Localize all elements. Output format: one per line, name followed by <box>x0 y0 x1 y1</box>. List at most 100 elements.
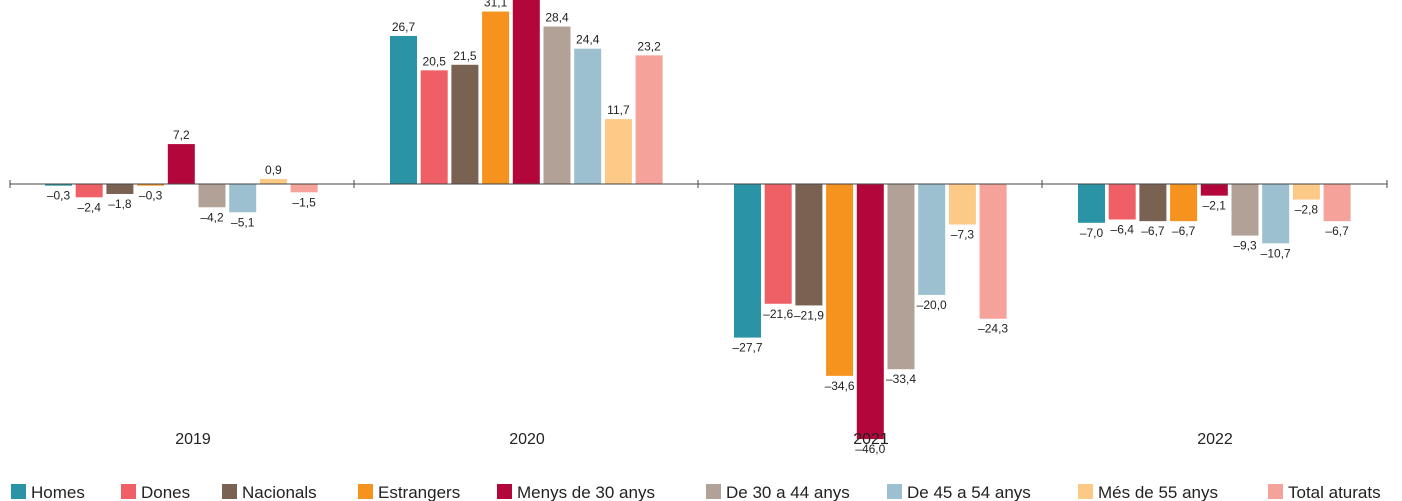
value-label-2020-nacionals: 21,5 <box>453 49 477 63</box>
value-label-2021-de-45-a-54-anys: –20,0 <box>917 298 947 312</box>
legend-swatch-de-30-a-44-anys <box>706 484 721 499</box>
bar-2019-m-s-de-55-anys <box>259 179 287 184</box>
legend-label-m-s-de-55-anys: Més de 55 anys <box>1098 483 1218 501</box>
value-label-2020-homes: 26,7 <box>392 20 416 34</box>
legend-swatch-menys-de-30-anys <box>497 484 512 499</box>
legend-label-homes: Homes <box>31 483 85 501</box>
value-label-2019-de-30-a-44-anys: –4,2 <box>200 210 224 224</box>
bar-2019-de-45-a-54-anys <box>229 184 257 213</box>
bar-2019-dones <box>75 184 103 198</box>
category-labels-layer: 2019 2020 2021 2022 <box>175 431 1233 448</box>
bar-2020-m-s-de-55-anys <box>604 119 632 184</box>
value-label-2021-total-aturats: –24,3 <box>978 322 1008 336</box>
value-label-2022-homes: –7,0 <box>1080 226 1104 240</box>
bar-2021-m-s-de-55-anys <box>948 184 976 225</box>
bar-2022-total-aturats <box>1323 184 1351 222</box>
bar-2022-dones <box>1108 184 1136 220</box>
category-label-2019: 2019 <box>175 431 211 448</box>
bar-2019-de-30-a-44-anys <box>198 184 226 208</box>
category-label-2020: 2020 <box>509 431 545 448</box>
bar-2019-nacionals <box>106 184 134 194</box>
legend-swatch-de-45-a-54-anys <box>887 484 902 499</box>
bar-2020-estrangers <box>482 11 510 184</box>
value-label-2022-de-30-a-44-anys: –9,3 <box>1233 239 1257 253</box>
legend-label-de-30-a-44-anys: De 30 a 44 anys <box>726 483 850 501</box>
value-label-2020-estrangers: 31,1 <box>484 0 508 10</box>
value-label-2022-dones: –6,4 <box>1111 222 1135 236</box>
value-label-2022-estrangers: –6,7 <box>1172 224 1196 238</box>
value-label-2021-menys-de-30-anys: –46,0 <box>855 442 885 456</box>
legend-swatch-estrangers <box>358 484 373 499</box>
bar-2021-dones <box>764 184 792 304</box>
legend-label-menys-de-30-anys: Menys de 30 anys <box>517 483 655 501</box>
value-label-2019-dones: –2,4 <box>78 200 102 214</box>
bar-2020-de-45-a-54-anys <box>574 48 602 185</box>
legend-label-dones: Dones <box>141 483 190 501</box>
value-label-2022-menys-de-30-anys: –2,1 <box>1203 199 1227 213</box>
bar-2021-estrangers <box>826 184 854 376</box>
value-label-2019-estrangers: –0,3 <box>139 189 163 203</box>
value-label-2021-de-30-a-44-anys: –33,4 <box>886 372 916 386</box>
legend-label-total-aturats: Total aturats <box>1288 483 1381 501</box>
value-label-2021-estrangers: –34,6 <box>825 379 855 393</box>
value-labels-layer: –0,3 –2,4 –1,8 –0,3 7,2 –4,2 –5,1 0,9 –1,5 26,7 20… <box>47 0 1349 456</box>
value-label-2019-m-s-de-55-anys: 0,9 <box>265 163 282 177</box>
legend-swatch-nacionals <box>222 484 237 499</box>
value-label-2020-de-45-a-54-anys: 24,4 <box>576 33 600 47</box>
bar-2022-de-30-a-44-anys <box>1231 184 1259 236</box>
value-label-2019-de-45-a-54-anys: –5,1 <box>231 215 255 229</box>
value-label-2022-total-aturats: –6,7 <box>1325 224 1349 238</box>
legend-label-nacionals: Nacionals <box>242 483 317 501</box>
bar-2019-total-aturats <box>290 184 318 193</box>
bar-2020-homes <box>390 35 417 185</box>
bar-2020-de-30-a-44-anys <box>543 26 571 184</box>
bar-2020-total-aturats <box>635 55 663 184</box>
value-label-2022-m-s-de-55-anys: –2,8 <box>1295 203 1319 217</box>
bar-2019-estrangers <box>137 184 165 186</box>
bar-2020-nacionals <box>451 64 479 184</box>
value-label-2021-homes: –27,7 <box>732 341 762 355</box>
value-label-2021-dones: –21,6 <box>763 307 793 321</box>
bars-layer <box>45 0 1351 440</box>
bar-2021-menys-de-30-anys <box>856 184 884 440</box>
bar-2020-menys-de-30-anys <box>512 0 540 184</box>
bar-2019-homes <box>45 184 72 186</box>
category-label-2021: 2021 <box>853 431 889 448</box>
legend-label-de-45-a-54-anys: De 45 a 54 anys <box>907 483 1031 501</box>
bar-2022-estrangers <box>1170 184 1198 222</box>
bar-2022-de-45-a-54-anys <box>1262 184 1290 244</box>
value-label-2020-m-s-de-55-anys: 11,7 <box>607 103 630 117</box>
value-label-2019-menys-de-30-anys: 7,2 <box>173 128 190 142</box>
value-label-2022-de-45-a-54-anys: –10,7 <box>1261 246 1291 260</box>
bar-2019-menys-de-30-anys <box>167 144 195 184</box>
value-label-2020-dones: 20,5 <box>423 54 447 68</box>
value-label-2019-homes: –0,3 <box>47 189 71 203</box>
legend-swatch-dones <box>121 484 136 499</box>
value-label-2022-nacionals: –6,7 <box>1141 224 1165 238</box>
legend-swatch-homes <box>11 484 26 499</box>
legend-swatch-m-s-de-55-anys <box>1078 484 1093 499</box>
axis-layer <box>9 180 1388 188</box>
bar-2021-de-30-a-44-anys <box>887 184 915 370</box>
legend-label-estrangers: Estrangers <box>378 483 460 501</box>
value-label-2020-de-30-a-44-anys: 28,4 <box>545 11 569 25</box>
bar-2021-total-aturats <box>979 184 1007 319</box>
legend: Homes Dones Nacionals Estrangers Menys de 30… <box>11 483 1381 501</box>
value-label-2020-total-aturats: 23,2 <box>637 39 661 53</box>
bar-2021-homes <box>734 184 761 338</box>
bar-2022-nacionals <box>1139 184 1167 222</box>
value-label-2019-nacionals: –1,8 <box>108 197 132 211</box>
value-label-2019-total-aturats: –1,5 <box>292 195 316 209</box>
category-label-2022: 2022 <box>1197 431 1233 448</box>
bar-2022-homes <box>1078 184 1105 223</box>
value-label-2021-m-s-de-55-anys: –7,3 <box>951 227 975 241</box>
bar-2021-de-45-a-54-anys <box>918 184 946 295</box>
value-label-2021-nacionals: –21,9 <box>794 308 824 322</box>
bar-2021-nacionals <box>795 184 823 306</box>
legend-swatch-total-aturats <box>1268 484 1283 499</box>
bar-2020-dones <box>420 70 448 184</box>
bar-2022-m-s-de-55-anys <box>1292 184 1320 200</box>
bar-2022-menys-de-30-anys <box>1200 184 1228 196</box>
